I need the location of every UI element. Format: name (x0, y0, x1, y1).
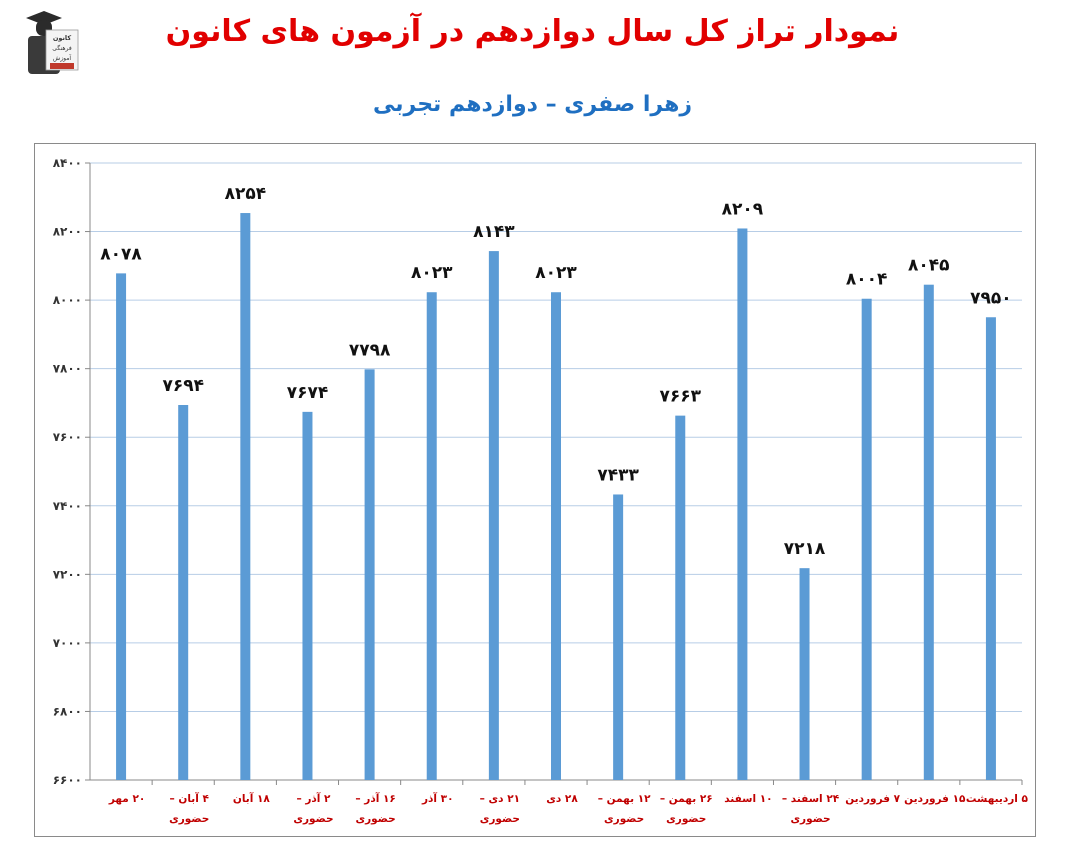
x-tick-label: ۵ اردیبهشت (966, 793, 1029, 805)
data-label: ۷۴۳۳ (597, 465, 639, 485)
data-label: ۷۶۷۴ (287, 383, 329, 403)
x-tick-label: ۲۰ مهر (108, 793, 145, 805)
x-tick-label: ۷ فروردین (845, 793, 900, 805)
bar (985, 317, 996, 780)
data-label: ۸۱۴۳ (473, 222, 515, 242)
bar (302, 411, 313, 780)
data-label: ۸۰۲۳ (411, 263, 453, 283)
x-tick-label: ۲ آذر – (296, 792, 331, 805)
x-tick-label: حضوری (293, 813, 333, 825)
chart-subtitle: زهرا صفری – دوازدهم تجربی (372, 92, 692, 117)
bar (923, 284, 934, 780)
y-tick-label: ۷۴۰۰ (53, 499, 82, 513)
data-label: ۸۰۰۴ (846, 270, 888, 290)
y-tick-label: ۷۸۰۰ (53, 362, 82, 376)
y-tick-label: ۷۰۰۰ (53, 636, 82, 650)
x-tick-label: ۱۵ فروردین (904, 793, 966, 805)
x-tick-label: ۲۱ دی – (480, 793, 520, 805)
graduate-logo-icon: کانون فرهنگی آموزش (26, 11, 79, 74)
data-label: ۷۷۹۸ (349, 340, 391, 360)
x-tick-label: ۱۶ آذر – (355, 792, 395, 805)
bar (240, 213, 251, 781)
chart-title: نمودار تراز کل سال دوازدهم در آزمون های … (165, 14, 900, 49)
y-tick-label: ۷۶۰۰ (53, 430, 82, 444)
x-tick-label: ۲۸ دی (546, 793, 578, 805)
bar (364, 369, 375, 780)
bar-chart: ۶۶۰۰ ۶۸۰۰ ۷۰۰۰ ۷۲۰۰ ۷۴۰۰ ۷۶۰۰ ۷۸۰۰ ۸۰۰۰ ۸۲۰۰ ۸۴۰۰… (53, 156, 1029, 825)
x-tick-label: ۱۲ بهمن – (598, 793, 651, 805)
x-tick-label: حضوری (666, 813, 706, 825)
bar (737, 228, 748, 780)
y-tick-label: ۸۴۰۰ (53, 156, 82, 170)
data-label: ۷۶۶۳ (660, 387, 702, 407)
data-label: ۷۲۱۸ (784, 539, 826, 559)
x-tick-label: ۱۰ اسفند (724, 793, 772, 805)
x-tick-label: حضوری (790, 813, 830, 825)
x-tick-label: حضوری (356, 813, 396, 825)
data-label: ۸۲۰۹ (722, 199, 764, 219)
x-tick-label: حضوری (169, 813, 209, 825)
bar (551, 292, 561, 780)
bar (426, 292, 437, 780)
logo-text-line: آموزش (53, 53, 72, 62)
data-label: ۸۰۷۸ (100, 244, 142, 264)
data-label: ۸۲۵۴ (225, 184, 267, 204)
x-tick-label: ۱۸ آبان (233, 792, 271, 805)
y-tick-label: ۸۰۰۰ (53, 293, 82, 307)
data-label: ۸۰۲۳ (535, 263, 577, 283)
y-tick-label: ۸۲۰۰ (53, 225, 82, 239)
bar (675, 415, 686, 780)
bar (116, 273, 127, 780)
bar (488, 251, 499, 781)
data-label: ۷۹۵۰ (970, 288, 1012, 308)
logo-text-line: فرهنگی (52, 44, 72, 52)
x-tick-label: ۳۰ آذر (421, 792, 454, 805)
x-tick-label: حضوری (604, 813, 644, 825)
bar (613, 494, 624, 780)
logo-text-line: کانون (53, 34, 72, 42)
y-tick-label: ۶۸۰۰ (53, 704, 82, 718)
bar (861, 298, 872, 780)
bar (178, 405, 189, 780)
x-tick-label: ۲۶ بهمن – (660, 793, 713, 805)
chart-area: ۶۶۰۰ ۶۸۰۰ ۷۰۰۰ ۷۲۰۰ ۷۴۰۰ ۷۶۰۰ ۷۸۰۰ ۸۰۰۰ ۸۲۰۰ ۸۴۰۰… (34, 143, 1036, 837)
x-tick-label: ۴ آبان – (169, 792, 209, 805)
x-tick-label: ۲۴ اسفند – (782, 793, 840, 805)
data-label: ۸۰۴۵ (908, 256, 950, 276)
bar (799, 568, 810, 780)
y-tick-label: ۷۲۰۰ (53, 567, 82, 581)
x-tick-label: حضوری (480, 813, 520, 825)
data-label: ۷۶۹۴ (162, 376, 204, 396)
y-tick-label: ۶۶۰۰ (53, 773, 82, 787)
